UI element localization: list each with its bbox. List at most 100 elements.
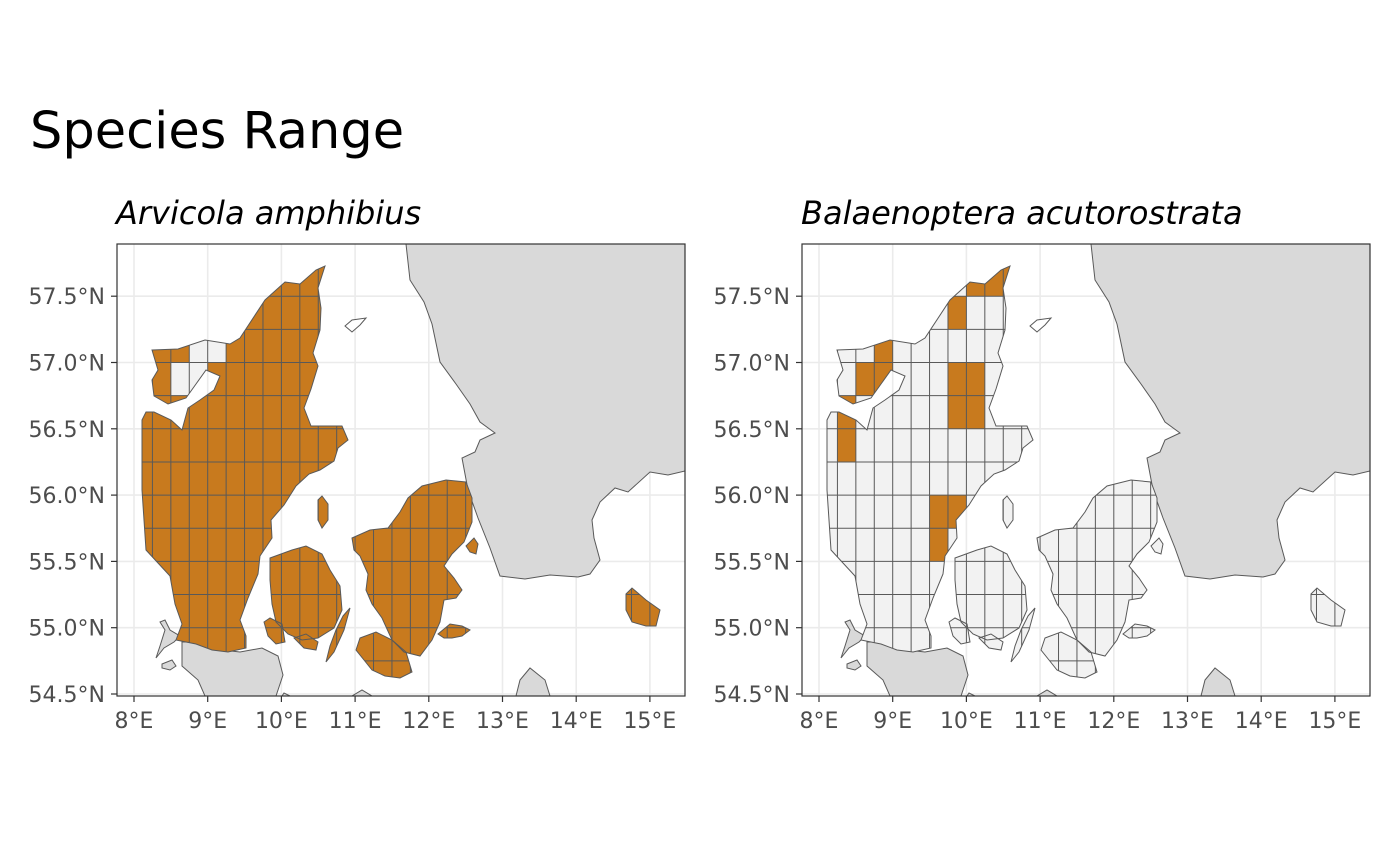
map-plot: 8°E 9°E 10°E 11°E 12°E 13°E 14°E 15°E 54.5°N 55.0… — [29, 243, 686, 734]
coastline-moen — [1122, 623, 1156, 639]
coastline-aero — [293, 633, 319, 651]
y-tick-label: 56.0°N — [29, 484, 105, 509]
coastline-lolland — [355, 631, 413, 679]
range-area-als — [949, 618, 970, 644]
panel-border — [801, 243, 1371, 697]
coastline-jutland — [826, 265, 1034, 653]
y-tick-label: 57.5°N — [714, 285, 790, 310]
grid-cell — [855, 362, 875, 396]
coastline-stevns — [1150, 537, 1164, 555]
x-tick-label: 8°E — [800, 709, 839, 730]
x-tick-label: 10°E — [255, 709, 308, 730]
x-tick-label: 13°E — [476, 709, 529, 730]
range-area-samso — [318, 496, 328, 528]
y-tick-label: 55.5°N — [29, 550, 105, 575]
x-tick-label: 14°E — [550, 709, 603, 730]
grid-cell — [947, 362, 967, 396]
grid-cell — [929, 528, 948, 562]
grid-cell — [837, 428, 856, 462]
coastline-bornholm — [1310, 587, 1346, 627]
land-germanySmall — [281, 692, 291, 696]
x-tick-label: 9°E — [188, 709, 227, 730]
grid-cell — [966, 362, 985, 396]
grid-cell — [929, 495, 948, 529]
y-tick-label: 57.0°N — [714, 352, 790, 377]
range-area-lolland — [1041, 632, 1097, 678]
coastline-als — [948, 617, 971, 645]
coastline-aero — [978, 633, 1004, 651]
y-tick-label: 55.0°N — [29, 617, 105, 642]
land-germanySmall — [966, 692, 976, 696]
range-area-zealand — [352, 480, 472, 656]
x-tick-label: 12°E — [402, 709, 455, 730]
land-fehmarnLand — [515, 667, 551, 696]
coastline-moen — [437, 623, 471, 639]
coastline-samso — [317, 495, 329, 529]
plot-area — [802, 244, 1370, 696]
y-tick-label: 56.5°N — [29, 418, 105, 443]
grid-cell — [170, 362, 190, 396]
range-area-lolland — [356, 632, 412, 678]
range-area-bornholm — [626, 588, 660, 626]
land-germanyIsland — [351, 689, 373, 696]
coastline-zealand — [1036, 479, 1158, 657]
land-sweden — [405, 244, 685, 580]
y-tick-label: 56.0°N — [714, 484, 790, 509]
map-plot: 8°E 9°E 10°E 11°E 12°E 13°E 14°E 15°E 54.5°N 55.0… — [714, 243, 1371, 734]
range-area-als — [264, 618, 285, 644]
range-area-bornholm — [1311, 588, 1345, 626]
page-title: Species Range — [30, 102, 405, 161]
panel-title: Arvicola amphibius — [116, 194, 422, 232]
range-area-funen — [955, 546, 1027, 640]
x-tick-label: 9°E — [873, 709, 912, 730]
coastline-lolland — [1040, 631, 1098, 679]
land-sylt — [155, 619, 181, 659]
land-amrum — [846, 659, 862, 671]
coastline-bornholm — [625, 587, 661, 627]
map-content: 8°E 9°E 10°E 11°E 12°E 13°E 14°E 15°E 54.5°N 55.0… — [29, 243, 686, 734]
y-tick-label: 56.5°N — [714, 418, 790, 443]
land-germanyIsland — [1036, 689, 1058, 696]
panel-title: Balaenoptera acutorostrata — [801, 194, 1243, 232]
grid-cell — [966, 395, 985, 429]
x-tick-label: 11°E — [1014, 709, 1067, 730]
x-tick-label: 13°E — [1161, 709, 1214, 730]
range-area-funen — [270, 546, 342, 640]
panel-border — [116, 243, 686, 697]
coastline-funen — [269, 545, 343, 641]
coastline-samso — [1002, 495, 1014, 529]
range-area-langeland — [326, 608, 350, 662]
x-tick-label: 11°E — [329, 709, 382, 730]
island-laeso — [344, 317, 368, 333]
island-laeso — [1029, 317, 1053, 333]
range-area-langeland — [1011, 608, 1035, 662]
coastline-langeland — [1010, 607, 1036, 663]
land-sylt — [840, 619, 866, 659]
range-area-samso — [1003, 496, 1013, 528]
coastline-langeland — [325, 607, 351, 663]
y-tick-label: 54.5°N — [714, 683, 790, 708]
land-fehmarnLand — [1200, 667, 1236, 696]
y-tick-label: 55.5°N — [714, 550, 790, 575]
grid-cell — [947, 296, 967, 330]
x-tick-label: 12°E — [1087, 709, 1140, 730]
y-tick-label: 54.5°N — [29, 683, 105, 708]
range-area-zealand — [1037, 480, 1157, 656]
coastline-jutland — [141, 265, 349, 653]
land-amrum — [161, 659, 177, 671]
y-tick-label: 55.0°N — [714, 617, 790, 642]
coastline-funen — [954, 545, 1028, 641]
land-sweden — [1090, 244, 1370, 580]
coastline-zealand — [351, 479, 473, 657]
x-tick-label: 15°E — [1308, 709, 1361, 730]
y-tick-label: 57.0°N — [29, 352, 105, 377]
coastline-stevns — [465, 537, 479, 555]
x-tick-label: 14°E — [1235, 709, 1288, 730]
map-panel-balaenoptera: Balaenoptera acutorostrata 8°E 9°E 10°E 11°… — [685, 190, 1385, 734]
map-panel-arvicola: Arvicola amphibius 8°E 9°E 10°E 11°E 12°E 13°… — [0, 190, 700, 734]
coastline-als — [263, 617, 286, 645]
map-content: 8°E 9°E 10°E 11°E 12°E 13°E 14°E 15°E 54.5°N 55.0… — [714, 243, 1371, 734]
grid-cell — [947, 395, 967, 429]
x-tick-label: 15°E — [623, 709, 676, 730]
x-tick-label: 8°E — [115, 709, 154, 730]
